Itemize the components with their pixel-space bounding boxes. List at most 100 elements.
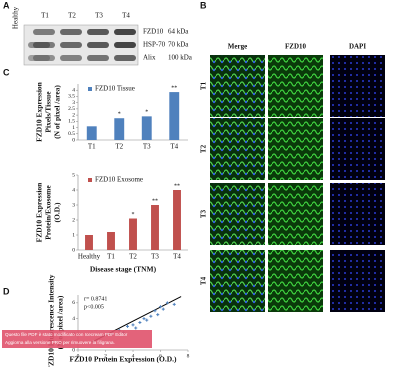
y-tick-label: 0 <box>72 347 75 353</box>
x-tick-label: Healthy <box>78 253 101 261</box>
watermark-text: Questo file PDF è stato modificato con I… <box>5 332 128 337</box>
row-label: T1 <box>200 81 208 90</box>
watermark-text: Aggiorna alla versione PRO per rimuovere… <box>5 340 115 345</box>
y-tick-label: 5 <box>72 172 75 178</box>
lane-label: T1 <box>41 12 49 20</box>
band-size: 64 kDa <box>168 28 189 36</box>
y-axis-label: (N of pixel /area) <box>56 295 65 349</box>
y-tick-label: 0.5 <box>68 131 75 137</box>
x-tick-label: T2 <box>129 253 137 261</box>
point <box>149 314 153 318</box>
blot-band <box>87 55 109 61</box>
x-tick-label: T2 <box>115 143 123 151</box>
legend-label: FZD10 Exosome <box>95 176 143 184</box>
micrograph <box>210 55 265 117</box>
blot-band <box>87 42 109 48</box>
column-header: FZD10 <box>285 43 307 51</box>
y-tick-label: 3 <box>72 202 75 208</box>
bar <box>173 190 181 250</box>
x-tick-label: T3 <box>143 143 151 151</box>
micrograph <box>330 183 385 245</box>
y-tick-label: 2 <box>72 112 75 118</box>
micrograph <box>268 183 323 245</box>
bar <box>85 235 93 250</box>
y-tick-label: 1 <box>72 125 75 131</box>
panel-label: A <box>3 0 10 10</box>
y-axis-label: (O.D.) <box>53 202 62 222</box>
band-size: 100 kDa <box>168 54 193 62</box>
x-tick-label: 8 <box>187 353 190 359</box>
significance: ** <box>152 198 158 204</box>
micrograph <box>268 118 323 180</box>
significance: ** <box>174 183 180 189</box>
annotation: r= 0.8741 <box>84 296 107 302</box>
band-protein: Alix <box>143 54 156 62</box>
blot-band <box>114 29 136 35</box>
blot-band <box>60 42 82 48</box>
micrograph <box>210 250 265 312</box>
x-tick-label: T1 <box>88 143 96 151</box>
micrograph <box>330 55 385 117</box>
significance: * <box>132 212 135 218</box>
x-tick-label: T4 <box>170 143 178 151</box>
y-axis-label: Pixels/Tissue <box>44 91 53 133</box>
x-axis-label: FZD10 Protein Expression (O.D.) <box>69 355 177 364</box>
point <box>159 305 162 309</box>
y-tick-label: 2 <box>72 217 75 223</box>
y-tick-label: 0 <box>72 247 75 253</box>
blot-band <box>33 42 55 48</box>
point <box>153 309 157 313</box>
band-size: 70 kDa <box>168 41 189 49</box>
blot-band <box>114 55 136 61</box>
legend-swatch <box>88 87 92 91</box>
y-tick-label: 3.5 <box>68 94 75 100</box>
x-tick-label: 0 <box>77 353 80 359</box>
micrograph <box>330 250 385 312</box>
micrograph <box>210 118 265 180</box>
x-tick-label: 2 <box>104 353 107 359</box>
column-header: DAPI <box>349 43 366 51</box>
y-axis-label: FZD10 Expression <box>35 81 44 141</box>
bar <box>169 92 180 140</box>
point <box>134 326 138 330</box>
point <box>156 313 160 317</box>
bar <box>114 118 125 140</box>
micrograph <box>210 183 265 245</box>
point <box>126 324 129 328</box>
y-tick-label: 0 <box>72 137 75 143</box>
y-tick-label: 4 <box>72 316 75 322</box>
significance: * <box>118 112 121 118</box>
point <box>161 307 165 311</box>
y-axis-label: FZD10 Fluorescence Intensity <box>47 274 56 367</box>
row-label: T2 <box>200 144 208 153</box>
bar <box>151 205 159 250</box>
lane-label: T2 <box>68 12 76 20</box>
y-tick-label: 4 <box>72 187 75 193</box>
blot-band <box>60 29 82 35</box>
point <box>142 317 146 321</box>
panel-label: B <box>200 0 207 10</box>
y-tick-label: 4 <box>72 87 75 93</box>
bar <box>107 232 115 250</box>
row-label: T4 <box>200 276 208 285</box>
lane-label: Healthy <box>12 6 20 29</box>
point <box>131 323 135 327</box>
micrograph <box>268 55 323 117</box>
point <box>172 302 176 306</box>
bar <box>129 218 137 250</box>
blot-band <box>87 29 109 35</box>
micrograph <box>330 118 385 180</box>
band-protein: HSP-70 <box>143 41 166 49</box>
y-tick-label: 6 <box>72 300 75 306</box>
y-tick-label: 3 <box>72 100 75 106</box>
bar <box>86 126 97 140</box>
bar <box>141 116 152 140</box>
y-tick-label: 1 <box>72 232 75 238</box>
blot-band <box>114 42 136 48</box>
point <box>145 318 149 322</box>
y-axis-label: FZD10 Expression <box>35 182 44 242</box>
legend-label: FZD10 Tissue <box>95 85 135 93</box>
band-protein: FZD10 <box>143 28 164 36</box>
lane-label: T4 <box>122 12 130 20</box>
